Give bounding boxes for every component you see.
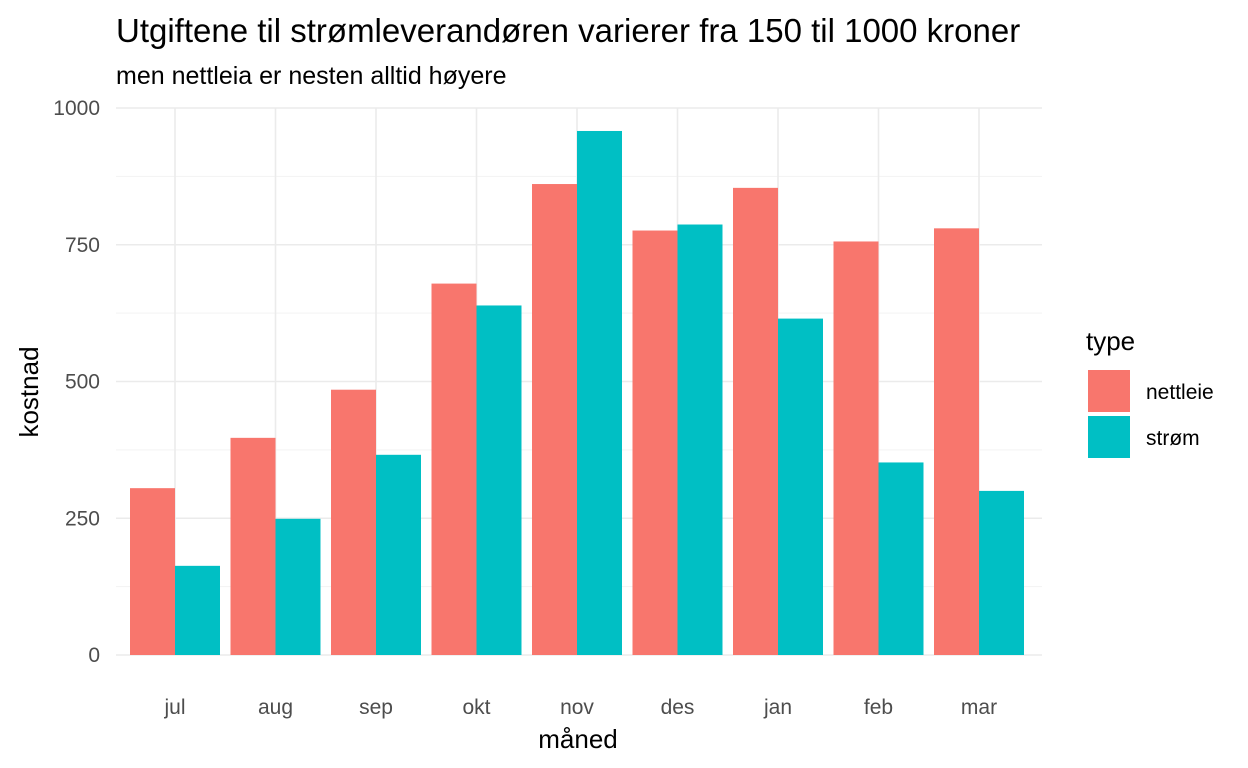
- bar-nettleie-nov: [532, 184, 577, 655]
- bar-nettleie-jul: [130, 488, 175, 655]
- x-axis-title: måned: [538, 724, 618, 754]
- x-tick-labels: jul aug sep okt nov des jan feb mar: [163, 696, 997, 719]
- bar-nettleie-feb: [833, 241, 879, 655]
- bar-strom-okt: [476, 305, 522, 655]
- bar-strom-aug: [275, 518, 321, 655]
- y-tick-label: 750: [65, 234, 100, 257]
- legend-label-nettleie: nettleie: [1146, 381, 1214, 404]
- bars: [130, 130, 1024, 656]
- x-tick-label: sep: [359, 696, 393, 719]
- chart-title: Utgiftene til strømleverandøren varierer…: [116, 12, 1020, 49]
- bar-nettleie-jan: [733, 187, 778, 655]
- x-tick-label: des: [661, 696, 695, 719]
- y-tick-label: 0: [88, 644, 100, 667]
- x-tick-label: jul: [163, 696, 185, 719]
- x-tick-label: okt: [462, 696, 490, 719]
- legend-key-strom: [1088, 416, 1130, 458]
- x-tick-label: jan: [763, 696, 792, 719]
- legend-title: type: [1086, 326, 1135, 356]
- bar-nettleie-aug: [230, 437, 276, 655]
- x-tick-label: feb: [864, 696, 893, 719]
- bar-nettleie-mar: [934, 228, 979, 655]
- legend: type nettleie strøm: [1086, 326, 1214, 458]
- bar-nettleie-des: [632, 230, 678, 655]
- bar-nettleie-sep: [331, 389, 376, 655]
- x-tick-label: nov: [560, 696, 594, 719]
- y-tick-label: 250: [65, 507, 100, 530]
- bar-strom-jan: [778, 318, 823, 655]
- y-tick-label: 1000: [53, 97, 100, 120]
- y-axis-title: kostnad: [14, 346, 44, 437]
- x-tick-label: mar: [961, 696, 997, 719]
- y-tick-label: 500: [65, 371, 100, 394]
- legend-key-nettleie: [1088, 370, 1130, 412]
- bar-strom-feb: [878, 462, 924, 655]
- bar-strom-sep: [376, 454, 421, 655]
- bar-nettleie-okt: [431, 283, 477, 655]
- x-tick-label: aug: [258, 696, 293, 719]
- bar-strom-des: [677, 224, 723, 656]
- y-tick-labels: 0 250 500 750 1000: [53, 97, 100, 667]
- bar-strom-nov: [577, 130, 622, 655]
- bar-strom-mar: [979, 490, 1024, 655]
- bar-strom-jul: [175, 565, 220, 655]
- legend-label-strom: strøm: [1146, 427, 1200, 450]
- chart-subtitle: men nettleia er nesten alltid høyere: [116, 62, 507, 90]
